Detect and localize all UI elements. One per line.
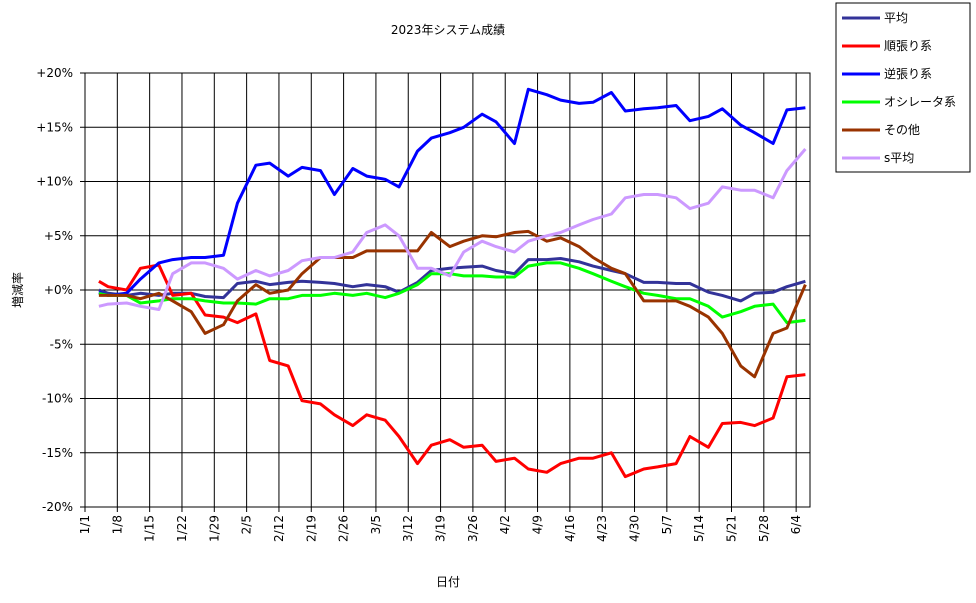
x-tick-label: 4/16 (563, 515, 577, 542)
y-tick-label: +20% (36, 66, 73, 80)
x-tick-label: 1/22 (175, 515, 189, 542)
x-tick-label: 5/14 (692, 515, 706, 542)
x-tick-label: 5/28 (757, 515, 771, 542)
legend-label: s平均 (884, 151, 914, 165)
x-tick-label: 6/4 (789, 515, 803, 534)
y-tick-label: -20% (42, 500, 73, 514)
series-line (98, 257, 806, 303)
x-tick-label: 3/12 (401, 515, 415, 542)
y-tick-label: -10% (42, 392, 73, 406)
y-tick-label: +5% (44, 229, 73, 243)
x-tick-label: 2/5 (240, 515, 254, 534)
x-tick-label: 4/2 (498, 515, 512, 534)
x-tick-label: 5/7 (660, 515, 674, 534)
x-tick-label: 5/21 (724, 515, 738, 542)
chart-title: 2023年システム成績 (391, 23, 505, 37)
legend-label: その他 (884, 123, 920, 137)
legend-label: オシレータ系 (884, 95, 956, 109)
x-tick-label: 4/23 (595, 515, 609, 542)
y-axis-label: 増減率 (10, 272, 25, 308)
y-tick-label: -15% (42, 446, 73, 460)
x-tick-label: 1/1 (78, 515, 92, 534)
x-tick-label: 1/15 (143, 515, 157, 542)
series-line (98, 263, 806, 479)
x-axis-label: 日付 (436, 575, 460, 589)
x-tick-label: 2/19 (304, 515, 318, 542)
y-tick-label: -5% (50, 337, 73, 351)
x-tick-label: 4/9 (531, 515, 545, 534)
plot-border (84, 72, 811, 508)
x-tick-label: 2/12 (272, 515, 286, 542)
series-line (98, 229, 807, 379)
x-tick-label: 4/30 (628, 515, 642, 542)
series-line (98, 148, 807, 311)
legend-label: 平均 (884, 11, 908, 25)
y-tick-label: +0% (44, 283, 73, 297)
x-tick-label: 3/19 (434, 515, 448, 542)
legend-box (835, 2, 971, 173)
legend-label: 順張り系 (884, 39, 932, 53)
x-tick-label: 3/26 (466, 515, 480, 542)
legend-label: 逆張り系 (884, 66, 932, 81)
x-tick-label: 1/8 (110, 515, 124, 534)
x-tick-label: 3/5 (369, 515, 383, 534)
series-line (98, 87, 806, 297)
y-tick-label: +15% (36, 120, 73, 134)
y-tick-label: +10% (36, 175, 73, 189)
x-tick-label: 1/29 (207, 515, 221, 542)
x-tick-label: 2/26 (337, 515, 351, 542)
